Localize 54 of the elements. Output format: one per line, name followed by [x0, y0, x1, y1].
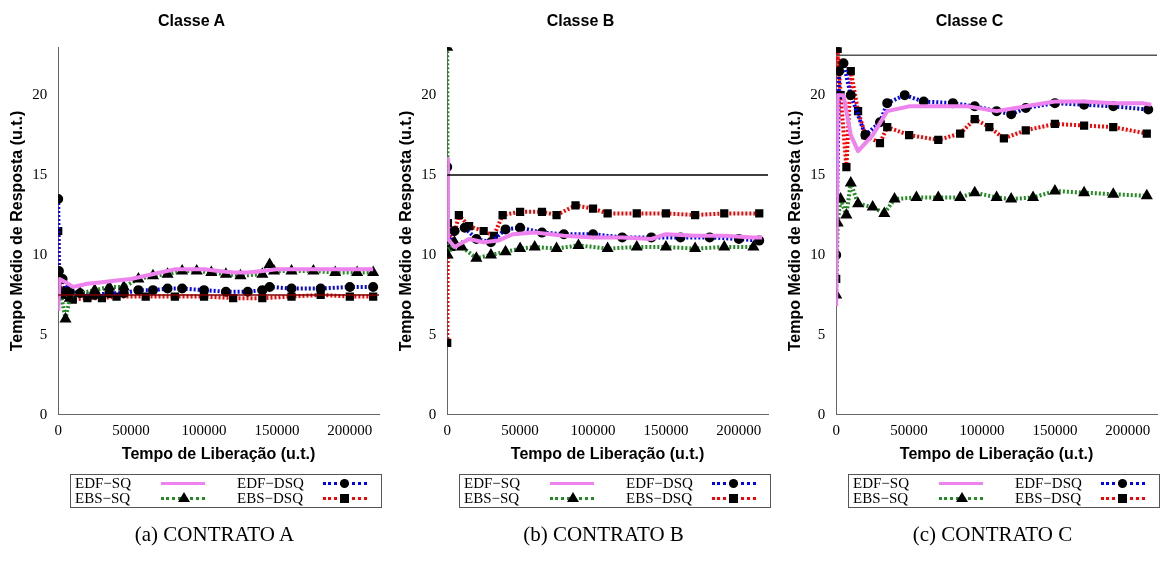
x-tick-label: 200000 [716, 421, 762, 438]
y-tick-label: 0 [428, 405, 437, 422]
legend-label: EBS−DSQ [626, 490, 692, 506]
y-axis-title: Tempo Médio de Resposta (u.t.) [8, 110, 26, 352]
chart-title: Classe B [546, 12, 615, 30]
y-tick-label: 10 [810, 245, 826, 262]
x-tick-label: 150000 [1032, 421, 1078, 438]
y-tick-label: 5 [817, 325, 826, 342]
text: (a) CONTRATO A [133, 522, 296, 547]
legend-label: EBS−SQ [853, 490, 910, 506]
x-tick-label: 100000 [959, 421, 1005, 438]
y-tick-label: 10 [32, 245, 48, 262]
legend-label: EBS−SQ [75, 490, 132, 506]
legend-label: EDF−DSQ [626, 475, 694, 491]
y-tick-label: 5 [39, 325, 48, 342]
x-tick-label: 50000 [112, 421, 150, 438]
text: (c) CONTRATO C [911, 522, 1074, 547]
y-tick-label: 5 [428, 325, 437, 342]
x-tick-label: 200000 [1105, 421, 1151, 438]
y-axis-title: Tempo Médio de Resposta (u.t.) [786, 110, 804, 352]
x-tick-label: 100000 [570, 421, 616, 438]
legend-label: EBS−SQ [464, 490, 521, 506]
x-axis-title: Tempo de Liberação (u.t.) [510, 444, 705, 462]
x-tick-label: 50000 [501, 421, 539, 438]
x-tick-label: 0 [832, 421, 840, 438]
y-tick-label: 15 [32, 166, 48, 182]
legend-label: EDF−DSQ [1015, 475, 1083, 491]
legend-label: EDF−SQ [75, 475, 132, 491]
x-axis-title: Tempo de Liberação (u.t.) [899, 444, 1094, 462]
y-tick-label: 0 [39, 405, 48, 422]
x-tick-label: 200000 [327, 421, 373, 438]
y-tick-label: 20 [810, 86, 826, 103]
y-tick-label: 20 [32, 86, 48, 103]
x-tick-label: 100000 [181, 421, 227, 438]
legend-label: EDF−DSQ [237, 475, 305, 491]
y-axis-title: Tempo Médio de Resposta (u.t.) [397, 110, 415, 352]
x-tick-label: 150000 [254, 421, 300, 438]
y-tick-label: 10 [421, 245, 437, 262]
y-tick-label: 15 [421, 166, 437, 182]
legend-label: EDF−SQ [464, 475, 521, 491]
x-tick-label: 0 [54, 421, 62, 438]
x-tick-label: 0 [443, 421, 451, 438]
x-axis-title: Tempo de Liberação (u.t.) [121, 444, 316, 462]
text: (b) CONTRATO B [522, 522, 685, 547]
x-tick-label: 150000 [643, 421, 689, 438]
y-tick-label: 0 [817, 405, 826, 422]
x-tick-label: 50000 [890, 421, 928, 438]
y-tick-label: 20 [421, 86, 437, 103]
chart-title: Classe C [935, 12, 1004, 30]
legend-label: EDF−SQ [853, 475, 910, 491]
chart-title: Classe A [158, 12, 226, 30]
legend-label: EBS−DSQ [237, 490, 303, 506]
legend-label: EBS−DSQ [1015, 490, 1081, 506]
y-tick-label: 15 [810, 166, 826, 182]
